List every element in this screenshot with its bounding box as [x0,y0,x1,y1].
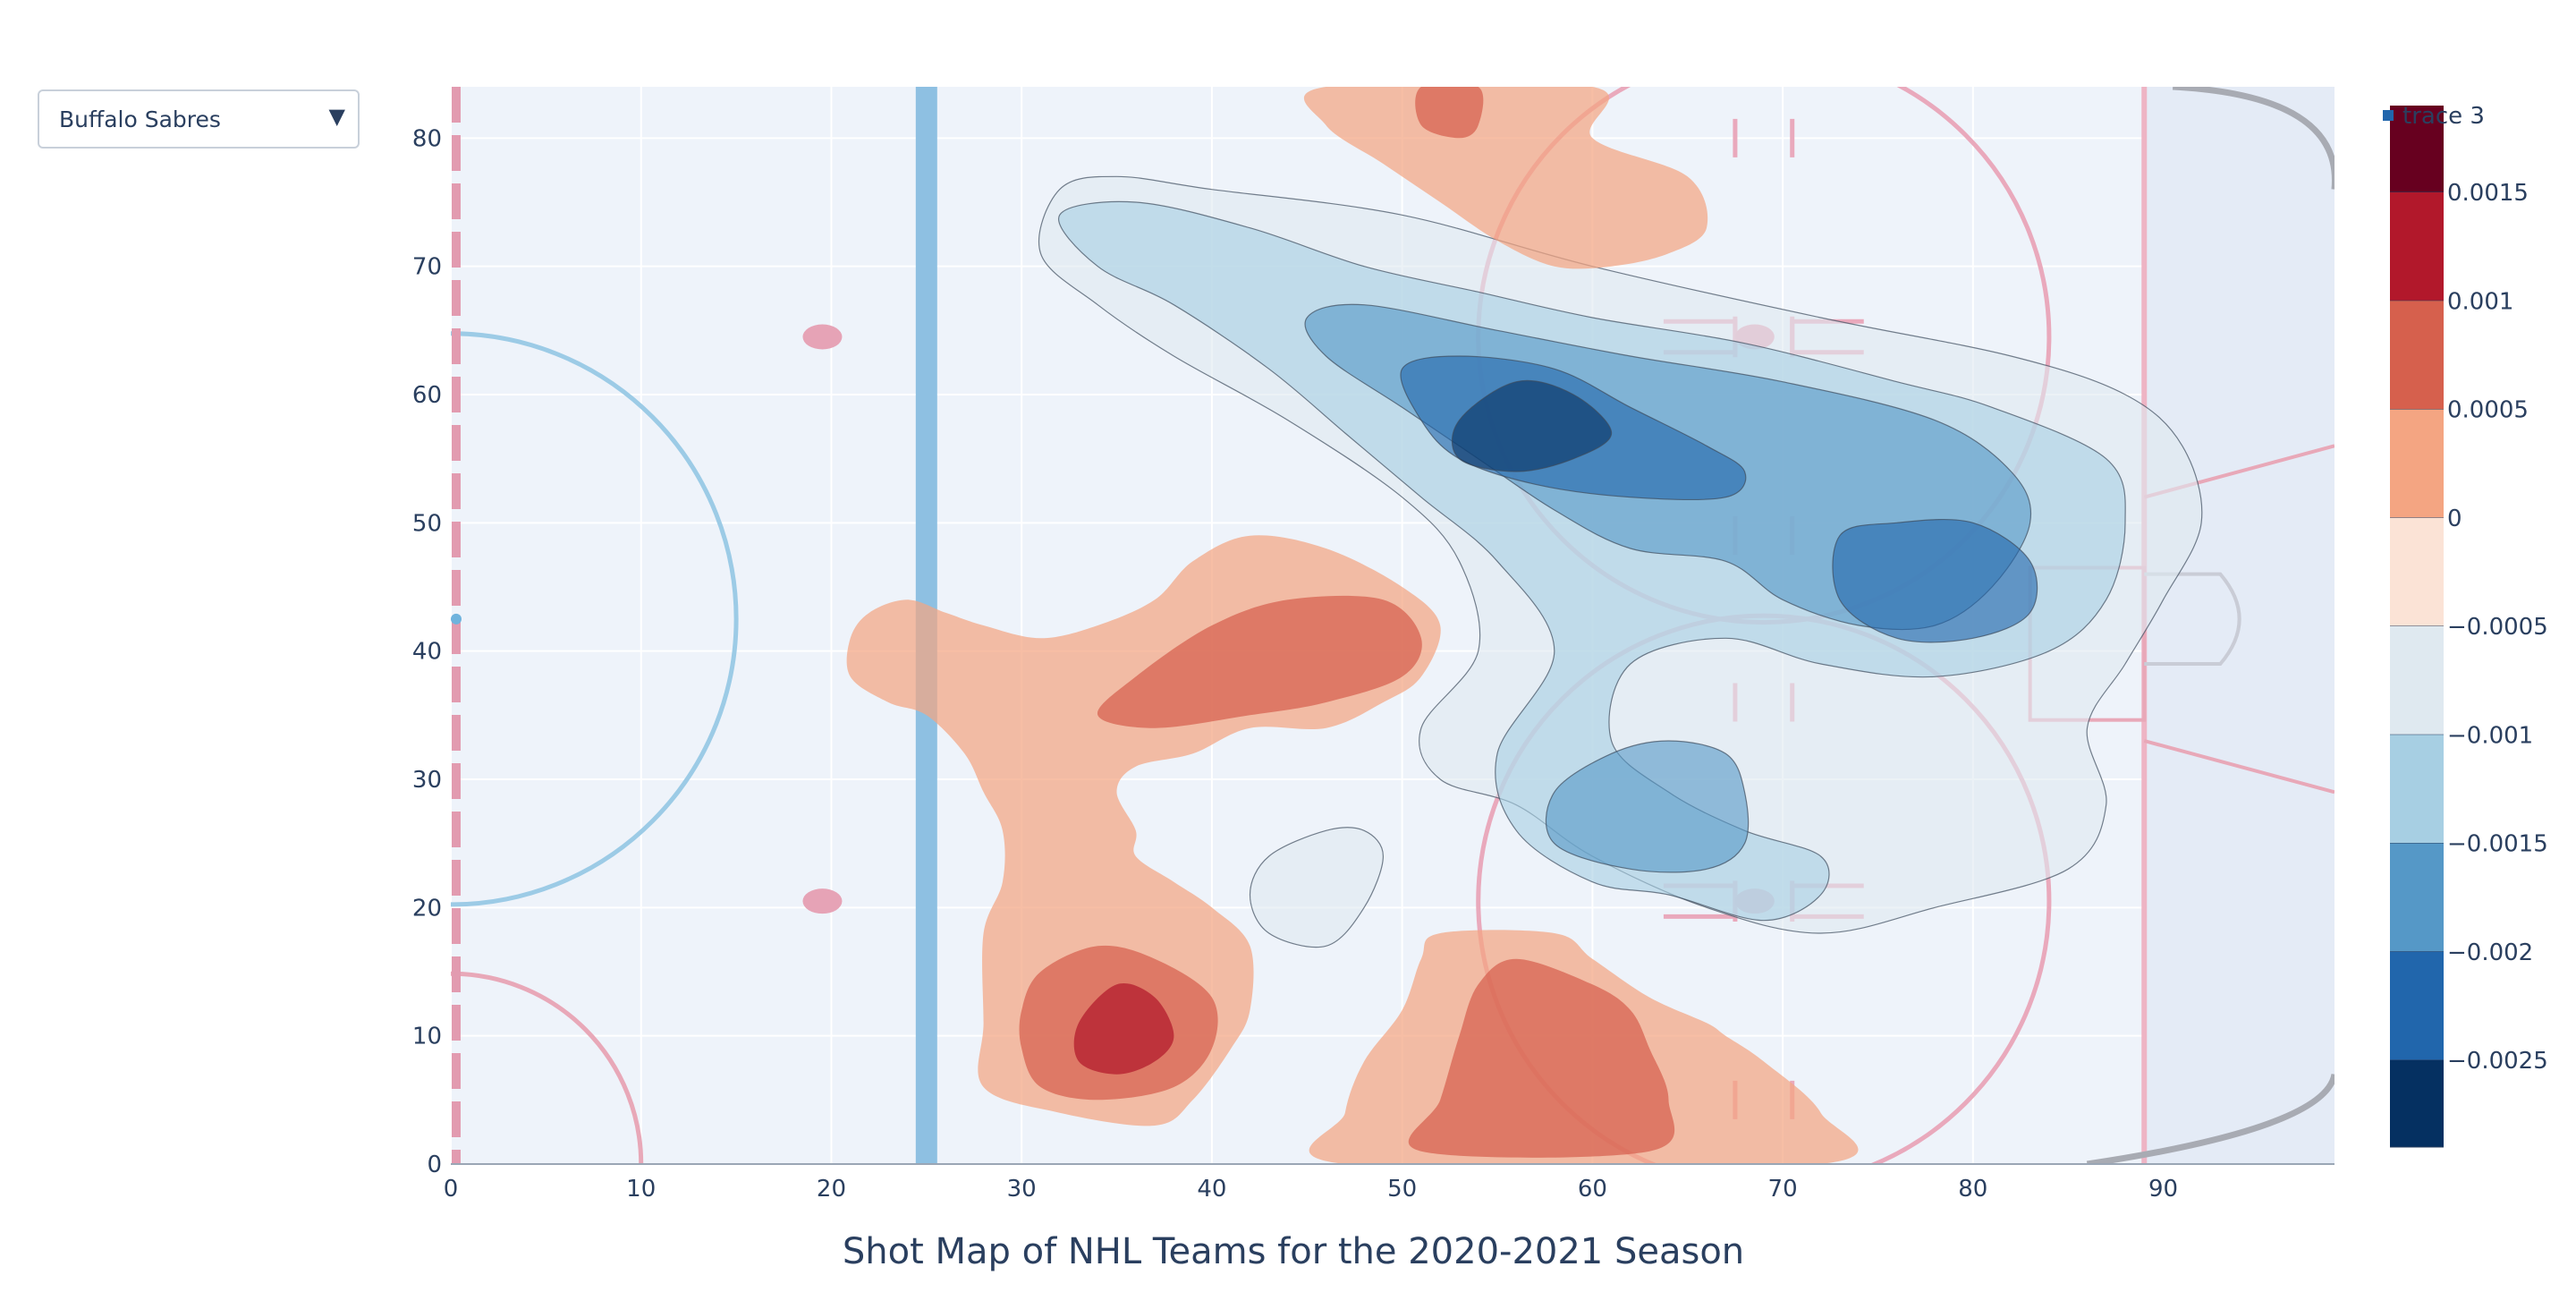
board-corner-bottom [2086,1073,2334,1164]
colorbar-segment [2390,301,2444,410]
colorbar-segment [2390,735,2444,844]
y-tick-label: 40 [412,639,442,666]
x-tick-label: 60 [1578,1176,1607,1203]
goal-net [2144,572,2241,666]
y-tick-label: 0 [427,1152,442,1178]
team-dropdown-label: Buffalo Sabres [59,106,221,132]
x-tick-label: 30 [1007,1176,1037,1203]
colorbar: 0.0015 0.001 0.0005 0 −0.0005 −0.001 −0.0015 −0… [2390,106,2548,1148]
contour-regions [846,87,2203,1164]
y-axis-ticks: 0 10 20 30 40 50 60 70 80 [412,125,442,1178]
colorbar-segment [2390,409,2444,518]
center-dot [451,613,462,625]
x-tick-label: 70 [1768,1176,1798,1203]
y-tick-label: 20 [412,895,442,922]
x-tick-label: 40 [1197,1176,1226,1203]
colorbar-tick-label: 0.001 [2447,288,2513,315]
y-tick-label: 60 [412,382,442,409]
contour-region [1408,958,1675,1158]
chart-title: Shot Map of NHL Teams for the 2020-2021 … [843,1231,1744,1272]
team-dropdown[interactable]: Buffalo Sabres ▼ [38,89,360,149]
x-axis-ticks: 0 10 20 30 40 50 60 70 80 90 [444,1176,2178,1203]
x-tick-label: 80 [1958,1176,1987,1203]
legend[interactable]: trace 3 [2383,103,2485,130]
faceoff-dot [802,888,843,914]
contour-region [1545,740,1750,873]
contour-region [1832,518,2038,643]
contour-region [1073,983,1174,1075]
colorbar-tick-label: −0.002 [2447,939,2533,966]
colorbar-segment [2390,1060,2444,1147]
colorbar-segment [2390,106,2444,192]
colorbar-segment [2390,951,2444,1060]
x-tick-label: 90 [2148,1176,2178,1203]
x-tick-label: 0 [444,1176,459,1203]
x-tick-label: 50 [1387,1176,1417,1203]
x-tick-label: 20 [817,1176,846,1203]
contour-region [1303,87,1708,269]
y-tick-label: 50 [412,510,442,537]
legend-entry: trace 3 [2402,103,2485,130]
y-tick-label: 30 [412,767,442,794]
colorbar-tick-label: 0.0005 [2447,397,2529,424]
y-tick-label: 80 [412,125,442,152]
colorbar-tick-label: −0.0015 [2447,831,2548,858]
contour-region [1057,200,2126,922]
colorbar-tick-label: −0.0005 [2447,614,2548,641]
y-tick-label: 10 [412,1024,442,1050]
board-corner-top [2172,87,2334,190]
chevron-down-icon: ▼ [328,104,345,129]
trapezoid-bottom [2143,739,2334,795]
colorbar-segment [2390,843,2444,952]
colorbar-segment [2390,517,2444,626]
contour-region [1249,827,1385,948]
x-tick-label: 10 [626,1176,656,1203]
colorbar-tick-label: −0.0025 [2447,1048,2548,1075]
colorbar-segment [2390,192,2444,302]
contour-region [1451,379,1613,472]
colorbar-tick-label: 0 [2447,506,2462,532]
colorbar-segment [2390,626,2444,735]
center-circle [451,331,739,907]
y-tick-label: 70 [412,254,442,281]
colorbar-tick-label: −0.001 [2447,722,2533,749]
colorbar-tick-label: 0.0015 [2447,180,2529,207]
legend-swatch [2383,110,2394,121]
contour-region [1415,87,1484,139]
faceoff-dot [802,324,843,350]
contour-region [1097,595,1422,728]
